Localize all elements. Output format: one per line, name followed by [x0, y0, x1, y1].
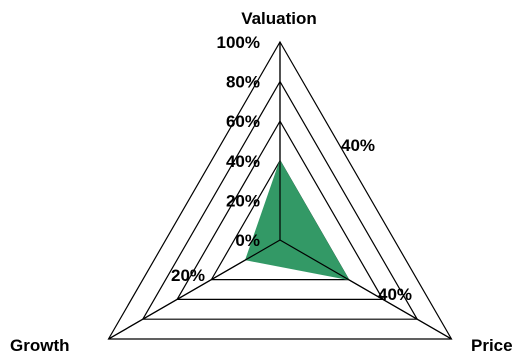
tick-label-0: 0%: [235, 231, 260, 250]
axis-title-valuation: Valuation: [241, 9, 317, 28]
grid-ring-5: [107, 40, 453, 340]
tick-label-2: 40%: [226, 152, 260, 171]
tick-label-4: 80%: [226, 73, 260, 92]
tick-label-1: 20%: [226, 191, 260, 210]
axis-title-growth: Growth: [10, 336, 70, 355]
tick-label-3: 60%: [226, 112, 260, 131]
grid-ring-4: [141, 80, 419, 320]
tick-label-5: 100%: [217, 33, 260, 52]
grid-ring-3: [176, 119, 384, 300]
data-labels: 40% 20% 40%: [171, 136, 412, 304]
series-area-0: [245, 159, 350, 281]
data-label-price: 40%: [378, 285, 412, 304]
spoke-overlay-1: [279, 239, 452, 340]
radar-labels: Valuation Price Growth: [10, 9, 513, 355]
radar-series: [108, 42, 452, 340]
axis-title-price: Price: [471, 336, 513, 355]
data-label-growth: 20%: [171, 266, 205, 285]
radial-tick-labels: 0% 20% 40% 60% 80% 100%: [217, 33, 260, 250]
annotation-label: 40%: [341, 136, 375, 155]
spoke-overlay-2: [108, 239, 281, 340]
